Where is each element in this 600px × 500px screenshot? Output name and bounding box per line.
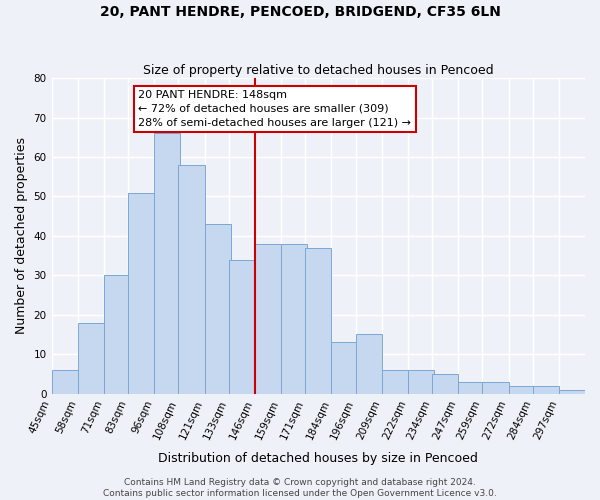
Bar xyxy=(128,192,154,394)
Bar xyxy=(356,334,382,394)
Bar xyxy=(205,224,231,394)
Bar xyxy=(104,276,130,394)
Text: 20 PANT HENDRE: 148sqm
← 72% of detached houses are smaller (309)
28% of semi-de: 20 PANT HENDRE: 148sqm ← 72% of detached… xyxy=(138,90,411,128)
Bar xyxy=(432,374,458,394)
Text: Contains HM Land Registry data © Crown copyright and database right 2024.
Contai: Contains HM Land Registry data © Crown c… xyxy=(103,478,497,498)
Bar xyxy=(559,390,585,394)
Bar xyxy=(482,382,509,394)
Bar xyxy=(408,370,434,394)
Bar xyxy=(255,244,281,394)
Bar xyxy=(509,386,535,394)
Bar xyxy=(281,244,307,394)
Bar xyxy=(229,260,255,394)
Bar xyxy=(458,382,484,394)
Bar xyxy=(154,134,181,394)
Bar xyxy=(533,386,559,394)
Y-axis label: Number of detached properties: Number of detached properties xyxy=(15,138,28,334)
X-axis label: Distribution of detached houses by size in Pencoed: Distribution of detached houses by size … xyxy=(158,452,478,465)
Bar xyxy=(305,248,331,394)
Bar xyxy=(52,370,78,394)
Bar xyxy=(382,370,408,394)
Bar xyxy=(331,342,358,394)
Title: Size of property relative to detached houses in Pencoed: Size of property relative to detached ho… xyxy=(143,64,494,77)
Bar xyxy=(178,165,205,394)
Bar xyxy=(78,322,104,394)
Text: 20, PANT HENDRE, PENCOED, BRIDGEND, CF35 6LN: 20, PANT HENDRE, PENCOED, BRIDGEND, CF35… xyxy=(100,5,500,19)
